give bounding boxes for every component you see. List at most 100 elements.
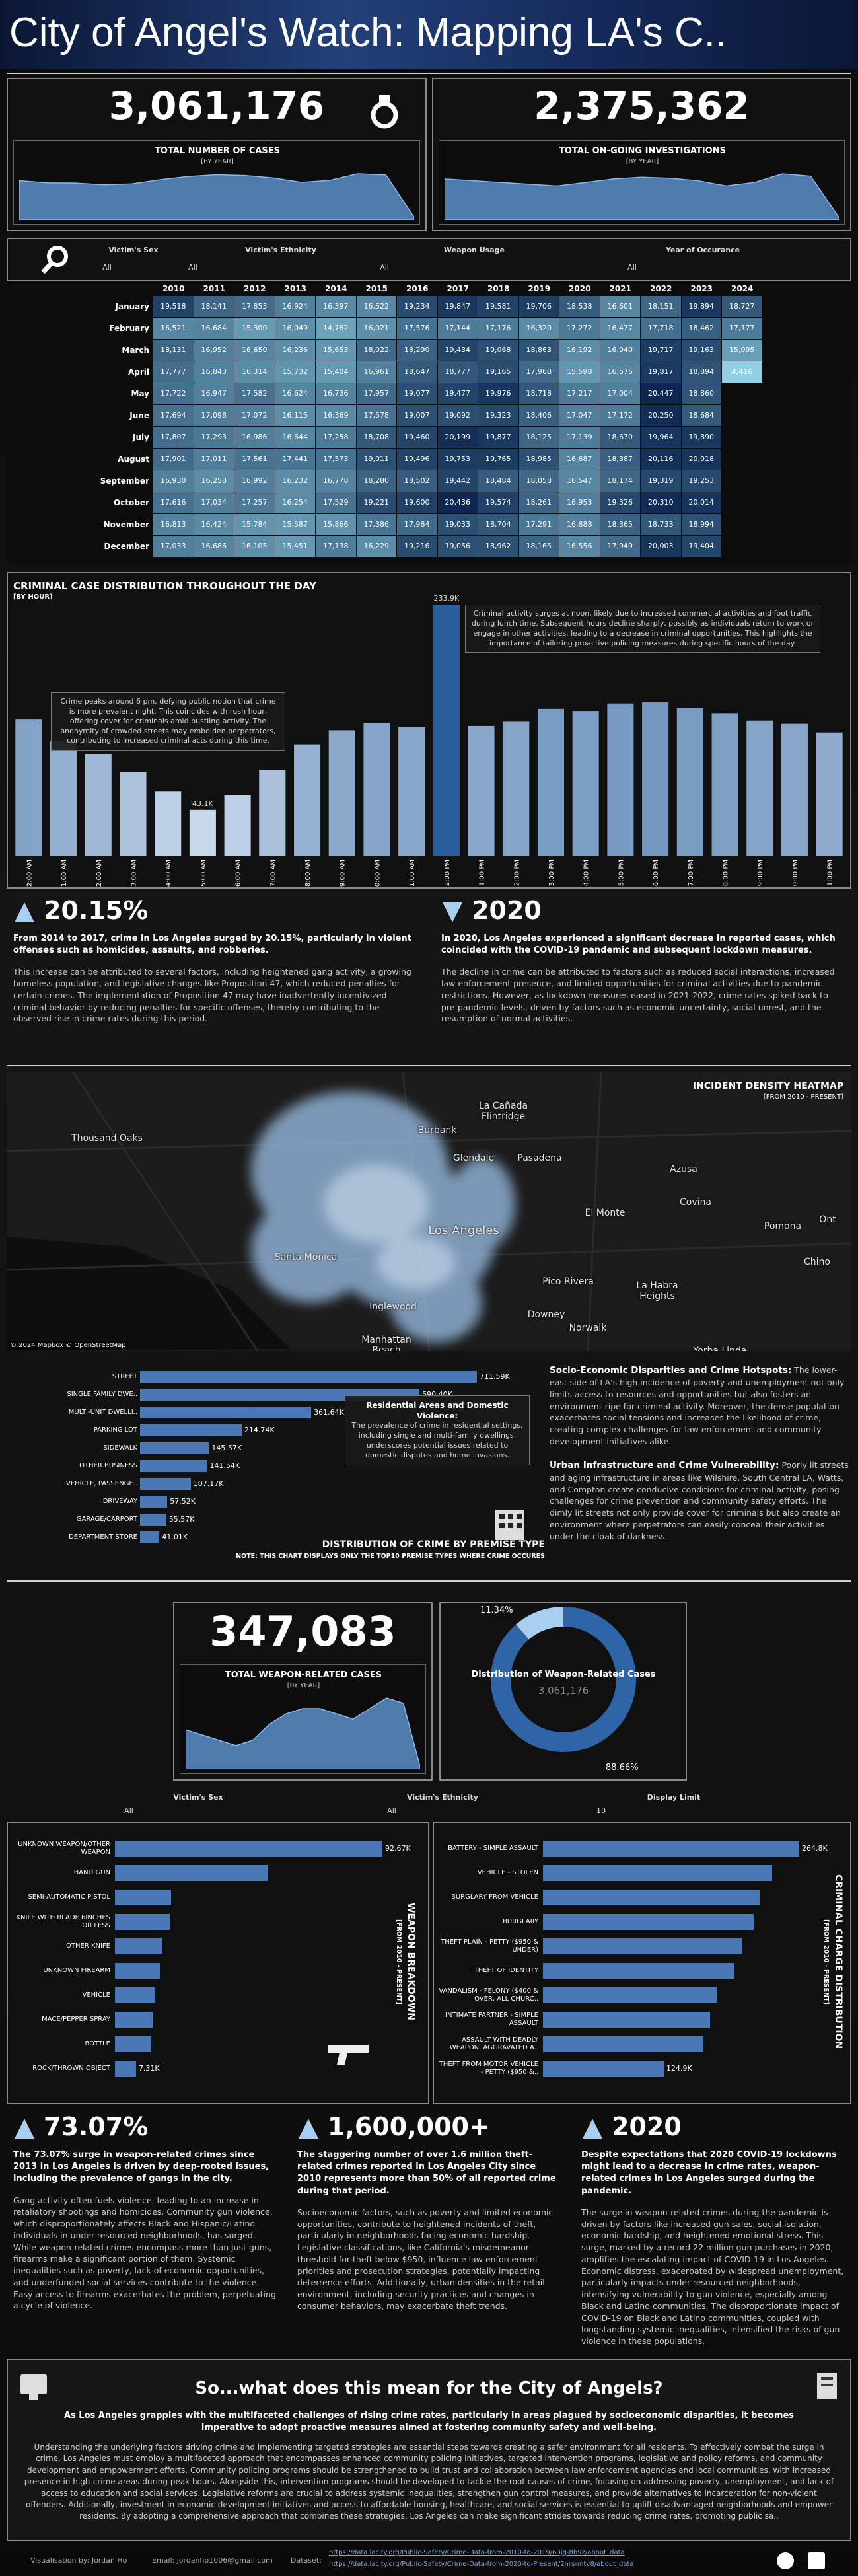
- heat-cell: 16,644: [275, 427, 315, 448]
- social-icons[interactable]: [776, 2551, 829, 2571]
- heat-cell: 18,684: [681, 405, 721, 426]
- heat-cell: 16,684: [194, 318, 234, 339]
- bar: [140, 1406, 312, 1418]
- x-tick-label: 7:00 PM: [688, 860, 695, 886]
- heat-cell: 17,047: [559, 405, 600, 426]
- heat-cell: 19,976: [478, 383, 518, 404]
- column-header: 2010: [162, 284, 185, 293]
- heat-cell: 16,021: [356, 318, 396, 339]
- heat-cell: 17,139: [559, 427, 600, 448]
- trend-icon: [299, 2119, 318, 2139]
- chart-title: WEAPON BREAKDOWN: [406, 1903, 416, 2020]
- heat-cell: 19,717: [641, 340, 681, 361]
- row-header: November: [103, 520, 149, 529]
- map-canvas: [7, 1072, 851, 1351]
- x-tick-label: 7:00 AM: [269, 860, 277, 887]
- heat-cell: 18,863: [518, 340, 559, 361]
- insight: 2020 Despite expectations that 2020 COVID…: [581, 2112, 845, 2347]
- heat-cell: 19,068: [478, 340, 518, 361]
- insight-headline: 73.07%: [44, 2112, 149, 2141]
- insight-body: This increase can be attributed to sever…: [13, 967, 411, 1024]
- filter-value: All: [627, 263, 637, 272]
- heat-cell: 16,952: [194, 340, 234, 361]
- map-label: Pomona: [764, 1221, 802, 1232]
- building-icon: [495, 1510, 524, 1540]
- bar: [140, 1442, 209, 1454]
- heat-cell: 19,518: [153, 296, 194, 317]
- y-tick-label: ASSAULT WITH DEADLY WEAPON, AGGRAVATED A…: [449, 2036, 538, 2051]
- heat-cell: 17,694: [153, 405, 194, 426]
- gun-icon: [328, 2045, 369, 2065]
- donut-title: Distribution of Weapon-Related Cases: [472, 1670, 656, 1679]
- row-header: May: [131, 389, 150, 398]
- heat-cell: 16,650: [234, 340, 275, 361]
- heat-cell: 18,777: [437, 361, 478, 383]
- heat-cell: 4,416: [722, 361, 762, 383]
- heat-cell: 17,777: [153, 361, 194, 383]
- heat-cell: 16,521: [153, 318, 194, 339]
- insight-body: The decline in crime can be attributed t…: [441, 967, 835, 1024]
- data-label: 264.8K: [802, 1844, 828, 1853]
- filter-value: All: [387, 1806, 396, 1815]
- y-tick-label: BURGLARY FROM VEHICLE: [451, 1893, 538, 1901]
- heat-cell: 16,813: [153, 514, 194, 535]
- filter-label: Display Limit: [647, 1793, 701, 1802]
- bar: [572, 711, 599, 856]
- data-label: 361.64K: [314, 1408, 344, 1417]
- chart-subtitle: [BY HOUR]: [13, 593, 53, 601]
- heat-cell: 16,624: [275, 383, 315, 404]
- heat-cell: 18,647: [397, 361, 437, 383]
- heat-cell: 17,582: [234, 383, 275, 404]
- heat-cell: 16,953: [559, 492, 600, 513]
- donut-center: 3,061,176: [538, 1685, 589, 1697]
- y-tick-label: KNIFE WITH BLADE 6INCHES OR LESS: [16, 1913, 110, 1929]
- kpi-panel: 2,375,362 TOTAL ON-GOING INVESTIGATIONS [B…: [432, 78, 851, 231]
- conclusion-title: So...what does this mean for the City of…: [195, 2378, 663, 2398]
- heat-cell: 18,022: [356, 340, 396, 361]
- y-tick-label: THEFT PLAIN - PETTY ($950 & UNDER): [441, 1938, 538, 1954]
- y-tick-label: INTIMATE PARTNER - SIMPLE ASSAULT: [445, 2011, 538, 2027]
- bar: [140, 1531, 160, 1543]
- bar: [115, 1840, 382, 1857]
- footer-link[interactable]: https://data.lacity.org/Public-Safety/Cr…: [329, 2561, 634, 2568]
- heat-cell: 18,538: [559, 296, 600, 317]
- heat-cell: 16,601: [600, 296, 640, 317]
- row-header: January: [115, 302, 150, 311]
- bar: [816, 732, 843, 856]
- x-tick-label: 3:00 AM: [130, 860, 137, 887]
- column-header: 2011: [203, 284, 225, 293]
- bar: [140, 1370, 477, 1383]
- heat-cell: 19,877: [478, 427, 518, 448]
- x-tick-label: 8:00 AM: [304, 860, 312, 887]
- map-label: Burbank: [417, 1125, 457, 1136]
- heat-cell: 18,985: [518, 449, 559, 470]
- text-block: Urban Infrastructure and Crime Vulnerabi…: [550, 1459, 850, 1543]
- insight-headline: 1,600,000+: [328, 2112, 490, 2141]
- heat-cell: 19,253: [681, 470, 721, 492]
- x-tick-label: 11:00 PM: [827, 860, 834, 887]
- heat-cell: 17,984: [397, 514, 437, 535]
- heat-cell: 16,687: [559, 449, 600, 470]
- x-tick-label: 1:00 PM: [479, 860, 486, 886]
- heat-cell: 19,574: [478, 492, 518, 513]
- heat-cell: 16,947: [194, 383, 234, 404]
- chart-note: NOTE: THIS CHART DISPLAYS ONLY THE TOP10…: [236, 1553, 545, 1560]
- area: [186, 1697, 420, 1769]
- bar: [115, 1864, 268, 1881]
- footer-link[interactable]: https://data.lacity.org/Public-Safety/Cr…: [329, 2549, 625, 2556]
- column-header: 2018: [487, 284, 510, 293]
- heat-cell: 16,477: [600, 318, 640, 339]
- heat-cell: 16,522: [356, 296, 396, 317]
- heat-cell: 18,704: [478, 514, 518, 535]
- heat-cell: 17,258: [316, 427, 356, 448]
- y-tick-label: BOTTLE: [85, 2040, 111, 2047]
- bar: [155, 791, 182, 856]
- heat-cell: 19,477: [437, 383, 478, 404]
- heat-cell: 18,994: [681, 514, 721, 535]
- insight-lead: The 73.07% surge in weapon-related crime…: [13, 2150, 269, 2184]
- annotation-title: Residential Areas and Domestic Violence:: [366, 1401, 509, 1421]
- sparkline: [445, 173, 839, 220]
- footer-email: Email: jordanho1006@gmail.com: [152, 2556, 273, 2565]
- heat-cell: 19,890: [681, 427, 721, 448]
- heat-cell: 17,272: [559, 318, 600, 339]
